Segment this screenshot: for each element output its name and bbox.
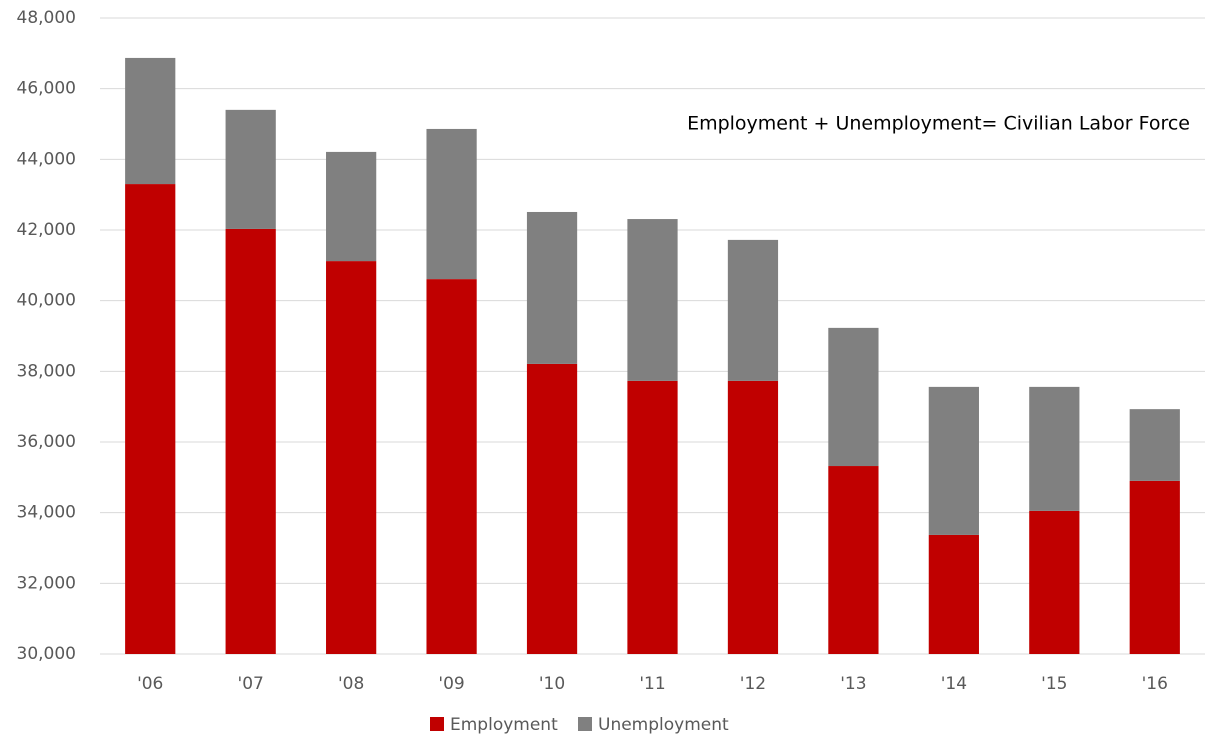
bar-segment	[426, 128, 477, 280]
x-tick-label: '12	[740, 674, 766, 694]
bar-segment	[1029, 510, 1080, 654]
bar-segment	[326, 151, 377, 262]
bar-segment	[928, 386, 979, 535]
y-tick-label: 46,000	[17, 79, 76, 99]
bar-segment	[727, 239, 779, 381]
y-tick-label: 38,000	[17, 361, 76, 381]
bar-segment	[225, 109, 276, 229]
bar-segment	[627, 380, 678, 654]
bar-segment	[627, 219, 678, 381]
annotation: Employment + Unemployment= Civilian Labo…	[687, 113, 1190, 135]
y-tick-label: 44,000	[17, 149, 76, 169]
x-tick-label: '08	[338, 674, 364, 694]
bar-segment	[928, 534, 979, 654]
bar-segment	[526, 363, 578, 654]
legend-label: Unemployment	[598, 715, 729, 735]
bar-segment	[1029, 386, 1080, 511]
bar-segment	[1129, 480, 1180, 654]
x-tick-label: '06	[137, 674, 163, 694]
bar-segment	[125, 184, 176, 655]
x-tick-label: '16	[1142, 674, 1168, 694]
bar-segment	[828, 466, 879, 654]
bar-segment	[526, 211, 578, 364]
x-tick-label: '14	[941, 674, 967, 694]
y-tick-label: 30,000	[17, 644, 76, 664]
y-tick-label: 32,000	[17, 573, 76, 593]
legend-swatch	[430, 717, 444, 731]
x-tick-label: '13	[840, 674, 866, 694]
x-tick-label: '07	[238, 674, 264, 694]
y-tick-label: 42,000	[17, 220, 76, 240]
x-tick-label: '10	[539, 674, 565, 694]
bar-segment	[125, 57, 176, 185]
y-tick-label: 48,000	[17, 8, 76, 28]
bar-segment	[225, 228, 276, 654]
x-tick-label: '15	[1041, 674, 1067, 694]
y-tick-label: 34,000	[17, 503, 76, 523]
bar-segment	[727, 380, 779, 654]
y-tick-label: 36,000	[17, 432, 76, 452]
bar-segment	[326, 261, 377, 654]
legend-swatch	[578, 717, 592, 731]
x-tick-label: '09	[438, 674, 464, 694]
legend-label: Employment	[450, 715, 558, 735]
bar-segment	[426, 279, 477, 654]
bar-segment	[828, 327, 879, 467]
y-tick-label: 40,000	[17, 291, 76, 311]
bar-segment	[1129, 409, 1180, 481]
x-tick-label: '11	[639, 674, 665, 694]
